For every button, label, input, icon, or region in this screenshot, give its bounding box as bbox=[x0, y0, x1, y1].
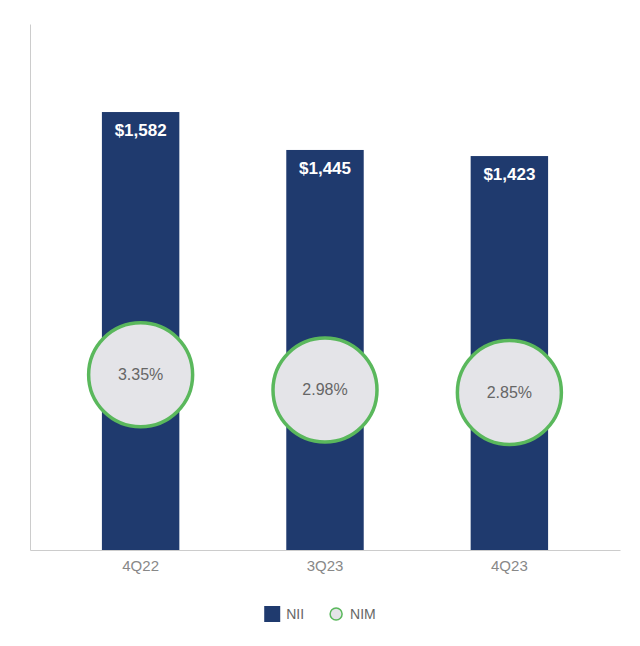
marker bbox=[457, 340, 561, 444]
y-axis-line bbox=[30, 25, 31, 551]
x-tick: 4Q22 bbox=[122, 557, 159, 574]
markers bbox=[89, 323, 562, 445]
data-labels: $1,582 $1,445 $1,423 3.35% 2.98% 2.85% bbox=[115, 121, 536, 401]
marker-label: 2.85% bbox=[487, 384, 532, 401]
legend-label: NII bbox=[286, 606, 304, 622]
x-tick: 3Q23 bbox=[307, 557, 344, 574]
legend-swatch bbox=[330, 608, 342, 620]
x-axis: 4Q22 3Q23 4Q23 bbox=[31, 551, 621, 574]
legend-item: NIM bbox=[330, 606, 376, 622]
x-tick-label: 3Q23 bbox=[307, 557, 344, 574]
marker bbox=[273, 338, 377, 442]
plot-area bbox=[89, 112, 562, 550]
marker-label: 2.98% bbox=[302, 381, 347, 398]
marker bbox=[89, 323, 193, 427]
x-tick-label: 4Q22 bbox=[122, 557, 159, 574]
bar-label: $1,445 bbox=[299, 159, 351, 178]
bar-label: $1,582 bbox=[115, 121, 167, 140]
x-tick: 4Q23 bbox=[491, 557, 528, 574]
marker-label: 3.35% bbox=[118, 366, 163, 383]
x-tick-label: 4Q23 bbox=[491, 557, 528, 574]
legend-item: NII bbox=[264, 606, 304, 622]
chart: $1,582 $1,445 $1,423 3.35% 2.98% 2.85% 4Q22 3Q2… bbox=[0, 0, 640, 646]
bar-label: $1,423 bbox=[483, 165, 535, 184]
legend: NII NIM bbox=[264, 606, 376, 622]
legend-swatch bbox=[264, 606, 280, 622]
y-axis bbox=[30, 25, 31, 551]
x-axis-line bbox=[31, 550, 621, 551]
legend-label: NIM bbox=[350, 606, 376, 622]
